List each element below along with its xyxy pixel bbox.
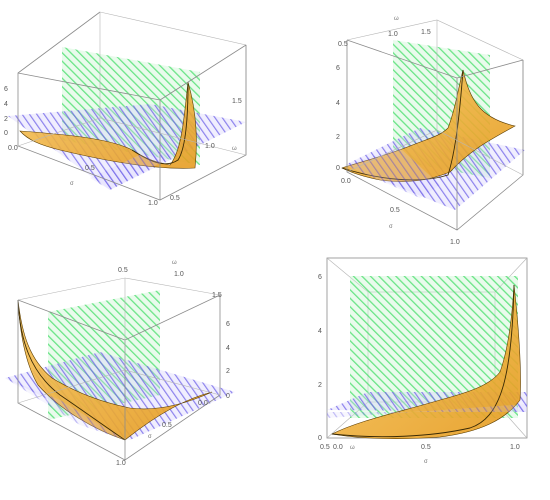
- y-axis-label: ω: [232, 146, 237, 152]
- horizontal-plane-front: [5, 378, 125, 440]
- horizontal-plane-front: [345, 148, 440, 198]
- y-axis-label: ω: [394, 16, 399, 22]
- x-tick: 1.0: [148, 200, 158, 207]
- x-axis-label: σ: [389, 224, 393, 230]
- z-tick: 0: [318, 435, 322, 442]
- box-edge: [124, 294, 221, 341]
- x-tick: 0.5: [390, 207, 400, 214]
- y-tick: 1.0: [205, 143, 215, 150]
- y-axis-label: ω: [350, 445, 355, 451]
- box-edge: [124, 369, 221, 396]
- y-tick: 1.5: [232, 98, 242, 105]
- box-edge: [17, 299, 126, 341]
- horizontal-plane-front: [327, 404, 527, 418]
- x-axis-label: σ: [148, 434, 152, 440]
- y-axis-label: ω: [172, 260, 177, 266]
- box-edge: [456, 59, 524, 79]
- x-tick: 0.0: [8, 145, 18, 152]
- y-tick: 1.5: [421, 29, 431, 36]
- z-tick: 0: [336, 165, 340, 172]
- z-tick: 2: [226, 368, 230, 375]
- z-tick: 6: [336, 65, 340, 72]
- panel-top-right: 6 4 2 0 0.5 1.0 1.5 ω 0.0 0.5 1.0 σ: [336, 16, 525, 246]
- x-axis-label: σ: [70, 181, 74, 187]
- x-axis-label: σ: [424, 459, 428, 465]
- x-tick: 1.0: [510, 444, 520, 451]
- y-tick: 1.0: [388, 31, 398, 38]
- z-tick: 2: [318, 382, 322, 389]
- box-edge: [436, 129, 524, 176]
- box-edge: [159, 44, 247, 101]
- z-tick: 0: [4, 130, 8, 137]
- z-tick: 6: [4, 86, 8, 93]
- panel-top-left: 6 4 2 0 0.0 0.5 1.0 σ 0.5 1.0 1.5 ω: [4, 11, 247, 207]
- z-tick: 0: [226, 393, 230, 400]
- x-tick: 0.5: [162, 422, 172, 429]
- x-tick: 0.5: [85, 165, 95, 172]
- panel-bottom-left: 0.5 1.0 1.5 ω 6 4 2 0 0.0 0.5 1.0 σ: [5, 260, 235, 467]
- y-tick: 0.5: [118, 267, 128, 274]
- box-edge: [346, 39, 458, 79]
- surface-edge-curve: [331, 284, 515, 438]
- vertical-plane: [350, 276, 518, 418]
- x-tick: 0.0: [198, 400, 208, 407]
- z-tick: 4: [226, 345, 230, 352]
- box-edge: [99, 117, 247, 156]
- horizontal-plane-front: [90, 150, 175, 190]
- x-tick: 1.0: [116, 460, 126, 467]
- y-tick: 1.0: [174, 271, 184, 278]
- horizontal-plane: [5, 352, 235, 440]
- y-tick: 1.5: [212, 292, 222, 299]
- box-edge: [17, 369, 126, 404]
- panel-bottom-right: 6 4 2 0 0.0 0.5 1.0 σ 0.5 ω: [318, 257, 528, 465]
- box-edge: [17, 72, 161, 101]
- z-tick: 2: [336, 134, 340, 141]
- y-tick: 0.5: [338, 41, 348, 48]
- x-tick: 1.0: [450, 239, 460, 246]
- z-tick: 6: [318, 274, 322, 281]
- surface-edge-curve: [17, 299, 126, 441]
- x-tick: 0.5: [421, 444, 431, 451]
- x-tick: 0.0: [341, 178, 351, 185]
- box-back-edges: [17, 277, 221, 301]
- y-tick: 0.5: [170, 195, 180, 202]
- box-front-edges: [17, 11, 247, 201]
- z-tick: 4: [336, 100, 340, 107]
- y-tick: 0.5: [320, 444, 330, 451]
- z-tick: 4: [318, 328, 322, 335]
- z-tick: 6: [226, 321, 230, 328]
- box-edge: [346, 129, 438, 173]
- z-tick: 4: [4, 101, 8, 108]
- x-tick: 0.0: [333, 444, 343, 451]
- z-tick: 2: [4, 116, 8, 123]
- box-edge: [17, 117, 101, 147]
